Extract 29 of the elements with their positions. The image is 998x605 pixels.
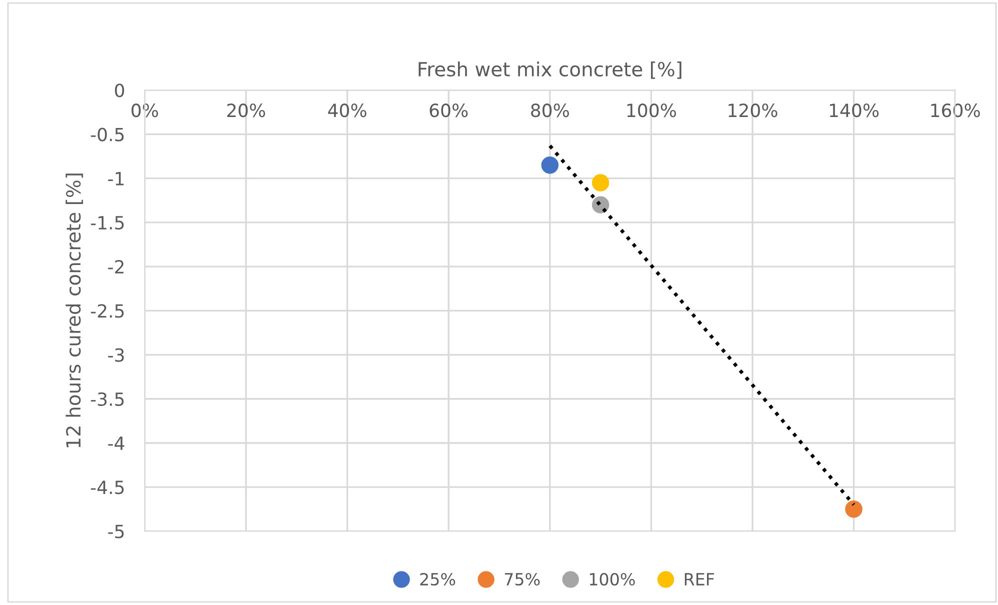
x-axis-title: Fresh wet mix concrete [%] (418, 61, 682, 79)
y-tick-label: -2.5 (90, 304, 124, 318)
legend-label: 25% (420, 572, 456, 586)
x-tick-label: 80% (531, 104, 569, 118)
x-tick-label: 60% (430, 104, 468, 118)
x-tick-label: 160% (931, 104, 980, 118)
legend-label: 100% (590, 572, 635, 586)
y-tick-label: -5 (108, 524, 124, 538)
x-tick-label: 100% (627, 104, 676, 118)
y-tick-label: -1.5 (90, 216, 124, 230)
y-tick-label: -0.5 (90, 128, 124, 142)
x-tick-label: 40% (328, 104, 366, 118)
x-tick-label: 140% (830, 104, 879, 118)
point (541, 156, 559, 174)
y-tick-label: -3.5 (90, 392, 124, 406)
x-tick-label: 0% (132, 104, 158, 118)
y-tick-label: 0 (114, 84, 124, 98)
y-tick-label: -2 (108, 260, 124, 274)
y-tick-label: -3 (108, 348, 124, 362)
legend-label: 75% (504, 572, 540, 586)
point (845, 500, 862, 518)
legend-label: REF (684, 573, 714, 586)
y-tick-label: -1 (108, 172, 124, 186)
x-tick-label: 120% (728, 104, 778, 118)
x-tick-label: 20% (227, 104, 266, 118)
y-tick-label: -4.5 (90, 480, 124, 494)
y-tick-label: -4 (108, 436, 124, 450)
point (592, 174, 610, 192)
y-axis-title: 12 hours cured concrete [%] (66, 174, 83, 448)
